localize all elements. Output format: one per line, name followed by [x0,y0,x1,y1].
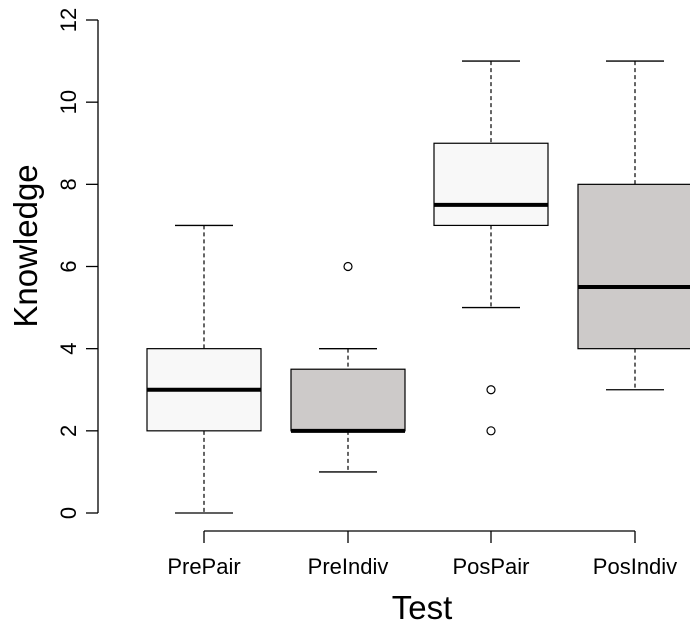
outlier-point [343,261,353,272]
y-tick-label: 8 [56,178,81,190]
y-tick-label: 2 [56,425,81,437]
y-axis-title: Knowledge [7,164,44,327]
y-axis: 0 2 4 6 8 10 12 [56,8,99,519]
y-tick-label: 10 [56,90,81,114]
y-tick-label: 4 [56,343,81,355]
box-pospair [433,60,549,436]
x-axis: PrePair PreIndiv PosPair PosIndiv [167,530,677,579]
box-prepair [146,224,262,514]
boxes [146,60,690,514]
box-iqr [433,142,549,227]
box-iqr [290,368,406,432]
box-iqr [577,183,690,350]
x-axis-title: Test [392,589,453,626]
x-tick-label: PosIndiv [593,554,677,579]
x-tick-label: PreIndiv [308,554,389,579]
y-tick-label: 6 [56,260,81,272]
y-tick-label: 0 [56,507,81,519]
x-tick-label: PosPair [452,554,529,579]
outlier-point [486,426,496,436]
box-posindiv [577,60,690,391]
x-tick-label: PrePair [167,554,240,579]
outlier-point [486,385,496,395]
y-tick-label: 12 [56,8,81,32]
box-preindiv [290,261,406,473]
